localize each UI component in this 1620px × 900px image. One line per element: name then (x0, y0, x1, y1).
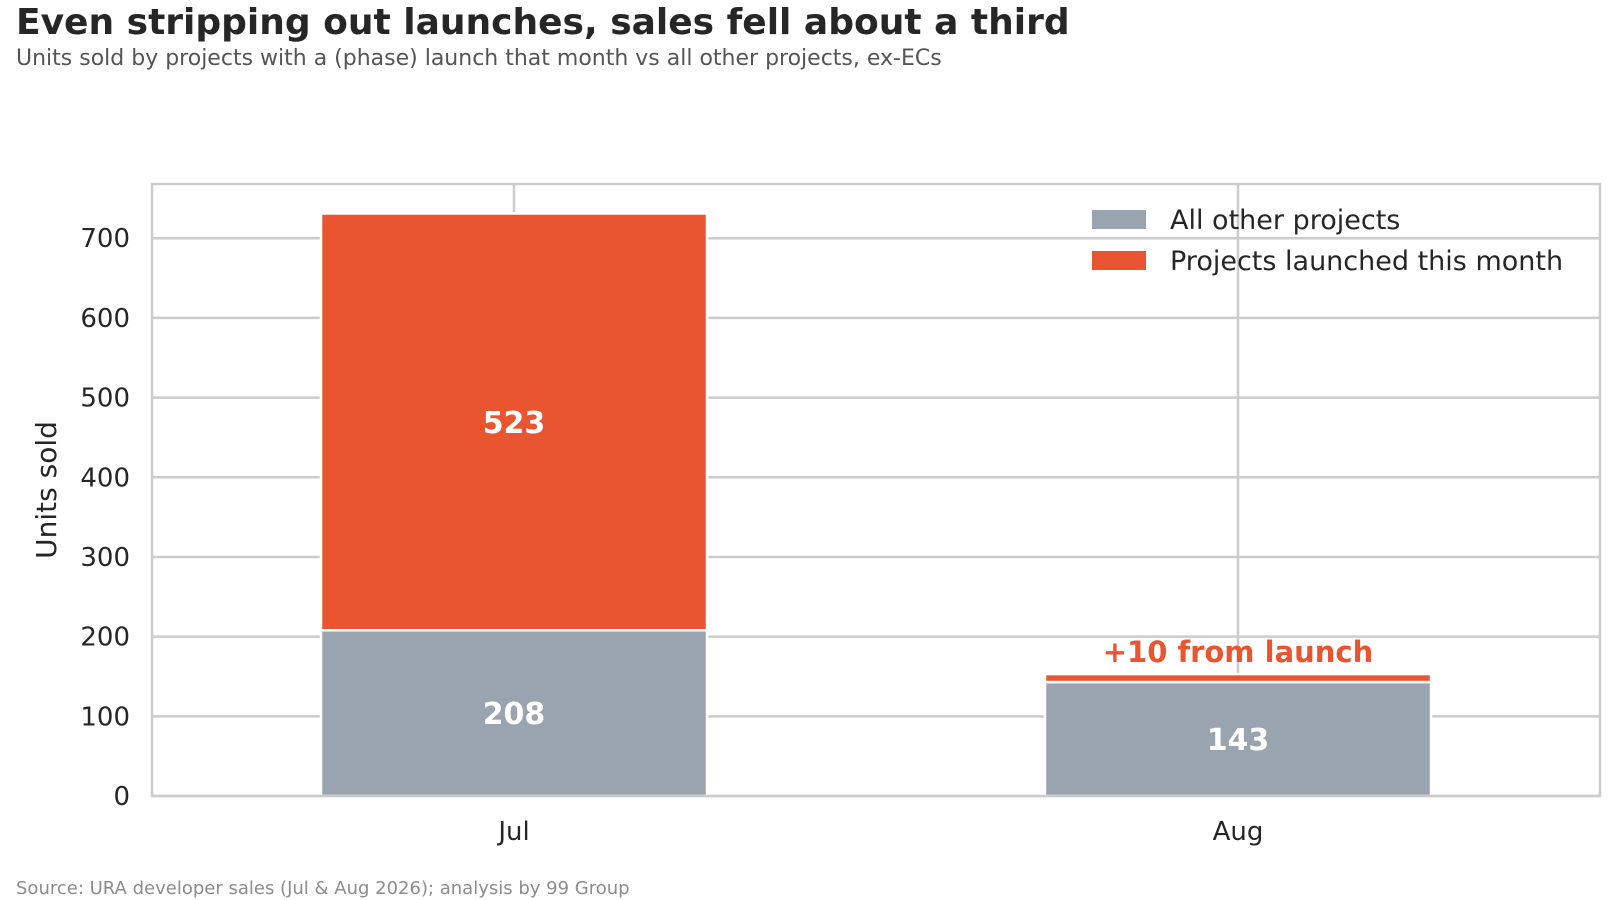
bar-projects-launched-this-month-jul (319, 212, 709, 632)
bar-data-label: 143 (1207, 723, 1270, 758)
y-tick-label: 700 (80, 224, 130, 254)
y-axis-label: Units sold (30, 421, 63, 559)
y-tick-label: 400 (80, 463, 130, 493)
y-tick-label: 600 (80, 304, 130, 334)
annotation-label: +10 from launch (1103, 635, 1374, 669)
y-tick-label: 500 (80, 384, 130, 414)
bar-data-label: 208 (483, 697, 546, 732)
bar-data-label: 523 (483, 406, 546, 441)
x-tick-label: Aug (1213, 817, 1264, 847)
legend-label: Projects launched this month (1170, 246, 1563, 277)
y-tick-label: 0 (113, 782, 130, 812)
legend-swatch (1092, 251, 1146, 270)
bar-projects-launched-this-month-aug (1043, 672, 1433, 684)
chart-subtitle: Units sold by projects with a (phase) la… (16, 46, 942, 71)
y-tick-label: 200 (80, 623, 130, 653)
chart-title: Even stripping out launches, sales fell … (16, 2, 1070, 43)
plot-frame (150, 182, 1602, 798)
legend-label: All other projects (1170, 205, 1400, 236)
x-tick-label: Jul (496, 817, 529, 847)
bar-all-other-projects-jul (319, 629, 709, 798)
source-note: Source: URA developer sales (Jul & Aug 2… (16, 878, 630, 899)
y-tick-label: 100 (80, 702, 130, 732)
y-tick-label: 300 (80, 543, 130, 573)
legend-swatch (1092, 210, 1146, 229)
